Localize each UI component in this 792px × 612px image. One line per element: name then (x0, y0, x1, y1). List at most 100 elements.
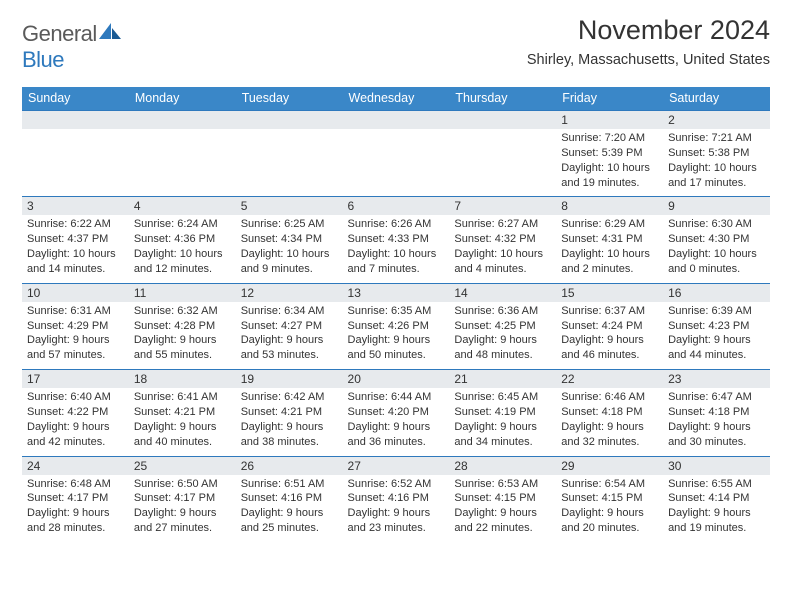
day-sunset: Sunset: 4:20 PM (348, 405, 445, 420)
week-row: 3Sunrise: 6:22 AMSunset: 4:37 PMDaylight… (22, 197, 770, 283)
day-sunset: Sunset: 4:29 PM (27, 319, 124, 334)
day-cell: 9Sunrise: 6:30 AMSunset: 4:30 PMDaylight… (663, 197, 770, 283)
day-sunrise: Sunrise: 6:31 AM (27, 304, 124, 319)
day-number: 7 (449, 197, 556, 215)
day-cell: 18Sunrise: 6:41 AMSunset: 4:21 PMDayligh… (129, 370, 236, 456)
day-day2: and 42 minutes. (27, 435, 124, 450)
day-header: Friday (556, 87, 663, 111)
day-cell: 14Sunrise: 6:36 AMSunset: 4:25 PMDayligh… (449, 283, 556, 369)
day-header: Saturday (663, 87, 770, 111)
day-sunset: Sunset: 5:39 PM (561, 146, 658, 161)
day-header: Thursday (449, 87, 556, 111)
day-day1: Daylight: 10 hours (27, 247, 124, 262)
day-day2: and 12 minutes. (134, 262, 231, 277)
day-detail: Sunrise: 6:24 AMSunset: 4:36 PMDaylight:… (129, 215, 236, 282)
day-detail: Sunrise: 6:25 AMSunset: 4:34 PMDaylight:… (236, 215, 343, 282)
location-text: Shirley, Massachusetts, United States (527, 52, 770, 68)
day-header: Tuesday (236, 87, 343, 111)
day-sunrise: Sunrise: 6:55 AM (668, 477, 765, 492)
day-cell (22, 111, 129, 197)
day-number: 27 (343, 457, 450, 475)
day-day1: Daylight: 10 hours (348, 247, 445, 262)
day-number: 13 (343, 284, 450, 302)
day-cell: 2Sunrise: 7:21 AMSunset: 5:38 PMDaylight… (663, 111, 770, 197)
day-day2: and 2 minutes. (561, 262, 658, 277)
day-cell: 1Sunrise: 7:20 AMSunset: 5:39 PMDaylight… (556, 111, 663, 197)
day-sunrise: Sunrise: 7:21 AM (668, 131, 765, 146)
day-detail: Sunrise: 6:34 AMSunset: 4:27 PMDaylight:… (236, 302, 343, 369)
day-number: 4 (129, 197, 236, 215)
day-sunrise: Sunrise: 6:41 AM (134, 390, 231, 405)
day-sunrise: Sunrise: 6:26 AM (348, 217, 445, 232)
day-sunrise: Sunrise: 6:36 AM (454, 304, 551, 319)
day-sunrise: Sunrise: 6:22 AM (27, 217, 124, 232)
day-day1: Daylight: 9 hours (27, 506, 124, 521)
day-day2: and 36 minutes. (348, 435, 445, 450)
day-detail: Sunrise: 6:26 AMSunset: 4:33 PMDaylight:… (343, 215, 450, 282)
day-day1: Daylight: 9 hours (134, 506, 231, 521)
day-day1: Daylight: 9 hours (561, 420, 658, 435)
day-sunset: Sunset: 4:22 PM (27, 405, 124, 420)
empty-daynum-bar (236, 111, 343, 129)
day-sunset: Sunset: 4:16 PM (241, 491, 338, 506)
day-number: 15 (556, 284, 663, 302)
day-number: 29 (556, 457, 663, 475)
day-number: 1 (556, 111, 663, 129)
logo: General Blue (22, 15, 121, 73)
day-day1: Daylight: 10 hours (668, 161, 765, 176)
day-header: Monday (129, 87, 236, 111)
day-day2: and 0 minutes. (668, 262, 765, 277)
day-cell: 17Sunrise: 6:40 AMSunset: 4:22 PMDayligh… (22, 370, 129, 456)
day-sunrise: Sunrise: 7:20 AM (561, 131, 658, 146)
day-day1: Daylight: 9 hours (561, 333, 658, 348)
week-row: 10Sunrise: 6:31 AMSunset: 4:29 PMDayligh… (22, 283, 770, 369)
day-day1: Daylight: 9 hours (454, 506, 551, 521)
day-detail: Sunrise: 6:35 AMSunset: 4:26 PMDaylight:… (343, 302, 450, 369)
day-cell (343, 111, 450, 197)
day-day2: and 22 minutes. (454, 521, 551, 536)
day-sunrise: Sunrise: 6:37 AM (561, 304, 658, 319)
logo-general: General (22, 21, 97, 46)
day-detail: Sunrise: 6:44 AMSunset: 4:20 PMDaylight:… (343, 388, 450, 455)
day-day1: Daylight: 10 hours (134, 247, 231, 262)
day-number: 5 (236, 197, 343, 215)
day-day2: and 55 minutes. (134, 348, 231, 363)
empty-daynum-bar (129, 111, 236, 129)
day-sunrise: Sunrise: 6:42 AM (241, 390, 338, 405)
day-cell: 12Sunrise: 6:34 AMSunset: 4:27 PMDayligh… (236, 283, 343, 369)
empty-content (449, 129, 556, 181)
day-sunset: Sunset: 4:27 PM (241, 319, 338, 334)
day-day1: Daylight: 9 hours (27, 333, 124, 348)
day-sunrise: Sunrise: 6:25 AM (241, 217, 338, 232)
day-number: 9 (663, 197, 770, 215)
day-sunrise: Sunrise: 6:47 AM (668, 390, 765, 405)
day-detail: Sunrise: 6:54 AMSunset: 4:15 PMDaylight:… (556, 475, 663, 542)
day-cell (236, 111, 343, 197)
day-number: 23 (663, 370, 770, 388)
logo-blue: Blue (22, 47, 64, 72)
day-day1: Daylight: 9 hours (668, 333, 765, 348)
day-sunset: Sunset: 4:14 PM (668, 491, 765, 506)
day-cell: 29Sunrise: 6:54 AMSunset: 4:15 PMDayligh… (556, 456, 663, 542)
day-sunrise: Sunrise: 6:46 AM (561, 390, 658, 405)
day-detail: Sunrise: 6:42 AMSunset: 4:21 PMDaylight:… (236, 388, 343, 455)
day-cell: 23Sunrise: 6:47 AMSunset: 4:18 PMDayligh… (663, 370, 770, 456)
day-sunrise: Sunrise: 6:35 AM (348, 304, 445, 319)
day-detail: Sunrise: 6:41 AMSunset: 4:21 PMDaylight:… (129, 388, 236, 455)
day-detail: Sunrise: 6:27 AMSunset: 4:32 PMDaylight:… (449, 215, 556, 282)
day-number: 17 (22, 370, 129, 388)
day-cell: 6Sunrise: 6:26 AMSunset: 4:33 PMDaylight… (343, 197, 450, 283)
day-day1: Daylight: 9 hours (668, 420, 765, 435)
day-sunrise: Sunrise: 6:40 AM (27, 390, 124, 405)
day-detail: Sunrise: 6:48 AMSunset: 4:17 PMDaylight:… (22, 475, 129, 542)
day-day2: and 19 minutes. (561, 176, 658, 191)
day-day2: and 27 minutes. (134, 521, 231, 536)
day-detail: Sunrise: 6:46 AMSunset: 4:18 PMDaylight:… (556, 388, 663, 455)
day-sunset: Sunset: 4:17 PM (134, 491, 231, 506)
day-sunset: Sunset: 4:36 PM (134, 232, 231, 247)
day-day2: and 57 minutes. (27, 348, 124, 363)
empty-content (236, 129, 343, 181)
day-day2: and 38 minutes. (241, 435, 338, 450)
month-title: November 2024 (527, 15, 770, 46)
day-cell (129, 111, 236, 197)
